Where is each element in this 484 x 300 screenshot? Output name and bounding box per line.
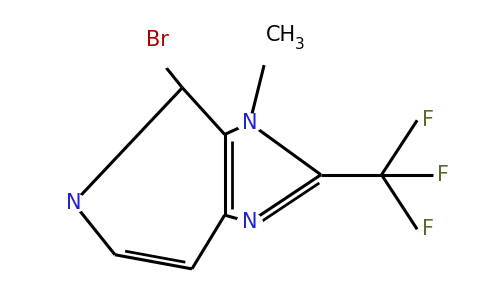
Text: F: F [438,165,449,185]
Text: 3: 3 [295,37,305,52]
Text: Br: Br [146,29,169,50]
Text: CH: CH [266,25,296,45]
Text: N: N [242,113,257,133]
Circle shape [237,114,262,132]
Circle shape [140,44,175,69]
Text: F: F [422,219,434,239]
Circle shape [61,194,86,212]
Text: N: N [242,212,257,232]
Text: F: F [422,110,434,130]
Text: N: N [66,193,81,213]
Circle shape [237,213,262,231]
